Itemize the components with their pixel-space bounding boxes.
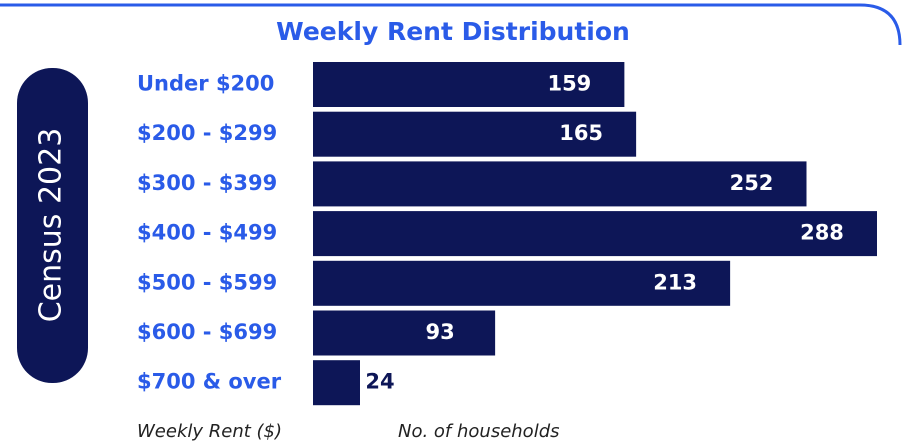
category-label: $300 - $399 [137, 171, 277, 195]
frame-border [0, 3, 902, 46]
value-label: 24 [365, 370, 394, 394]
category-label: $700 & over [137, 370, 282, 394]
value-label: 165 [559, 121, 603, 145]
value-label: 288 [800, 221, 844, 245]
side-label: Census 2023 [34, 128, 69, 323]
category-label: Under $200 [137, 72, 274, 96]
value-label: 252 [730, 171, 774, 195]
category-label: $400 - $499 [137, 221, 277, 245]
category-label: $600 - $699 [137, 320, 277, 344]
bar [313, 62, 625, 107]
y-axis-label: Weekly Rent ($) [137, 421, 282, 442]
value-label: 93 [426, 320, 455, 344]
value-label: 159 [547, 72, 591, 96]
bar [313, 310, 496, 356]
bar [313, 111, 637, 157]
bar [313, 360, 360, 406]
bar [313, 211, 877, 257]
category-label: $500 - $599 [137, 270, 277, 294]
chart-title: Weekly Rent Distribution [276, 17, 630, 46]
value-label: 213 [653, 270, 697, 294]
bar [313, 260, 731, 306]
category-label: $200 - $299 [137, 121, 277, 145]
bar [313, 161, 807, 207]
side-pill [17, 68, 88, 383]
x-axis-label: No. of households [398, 421, 560, 442]
